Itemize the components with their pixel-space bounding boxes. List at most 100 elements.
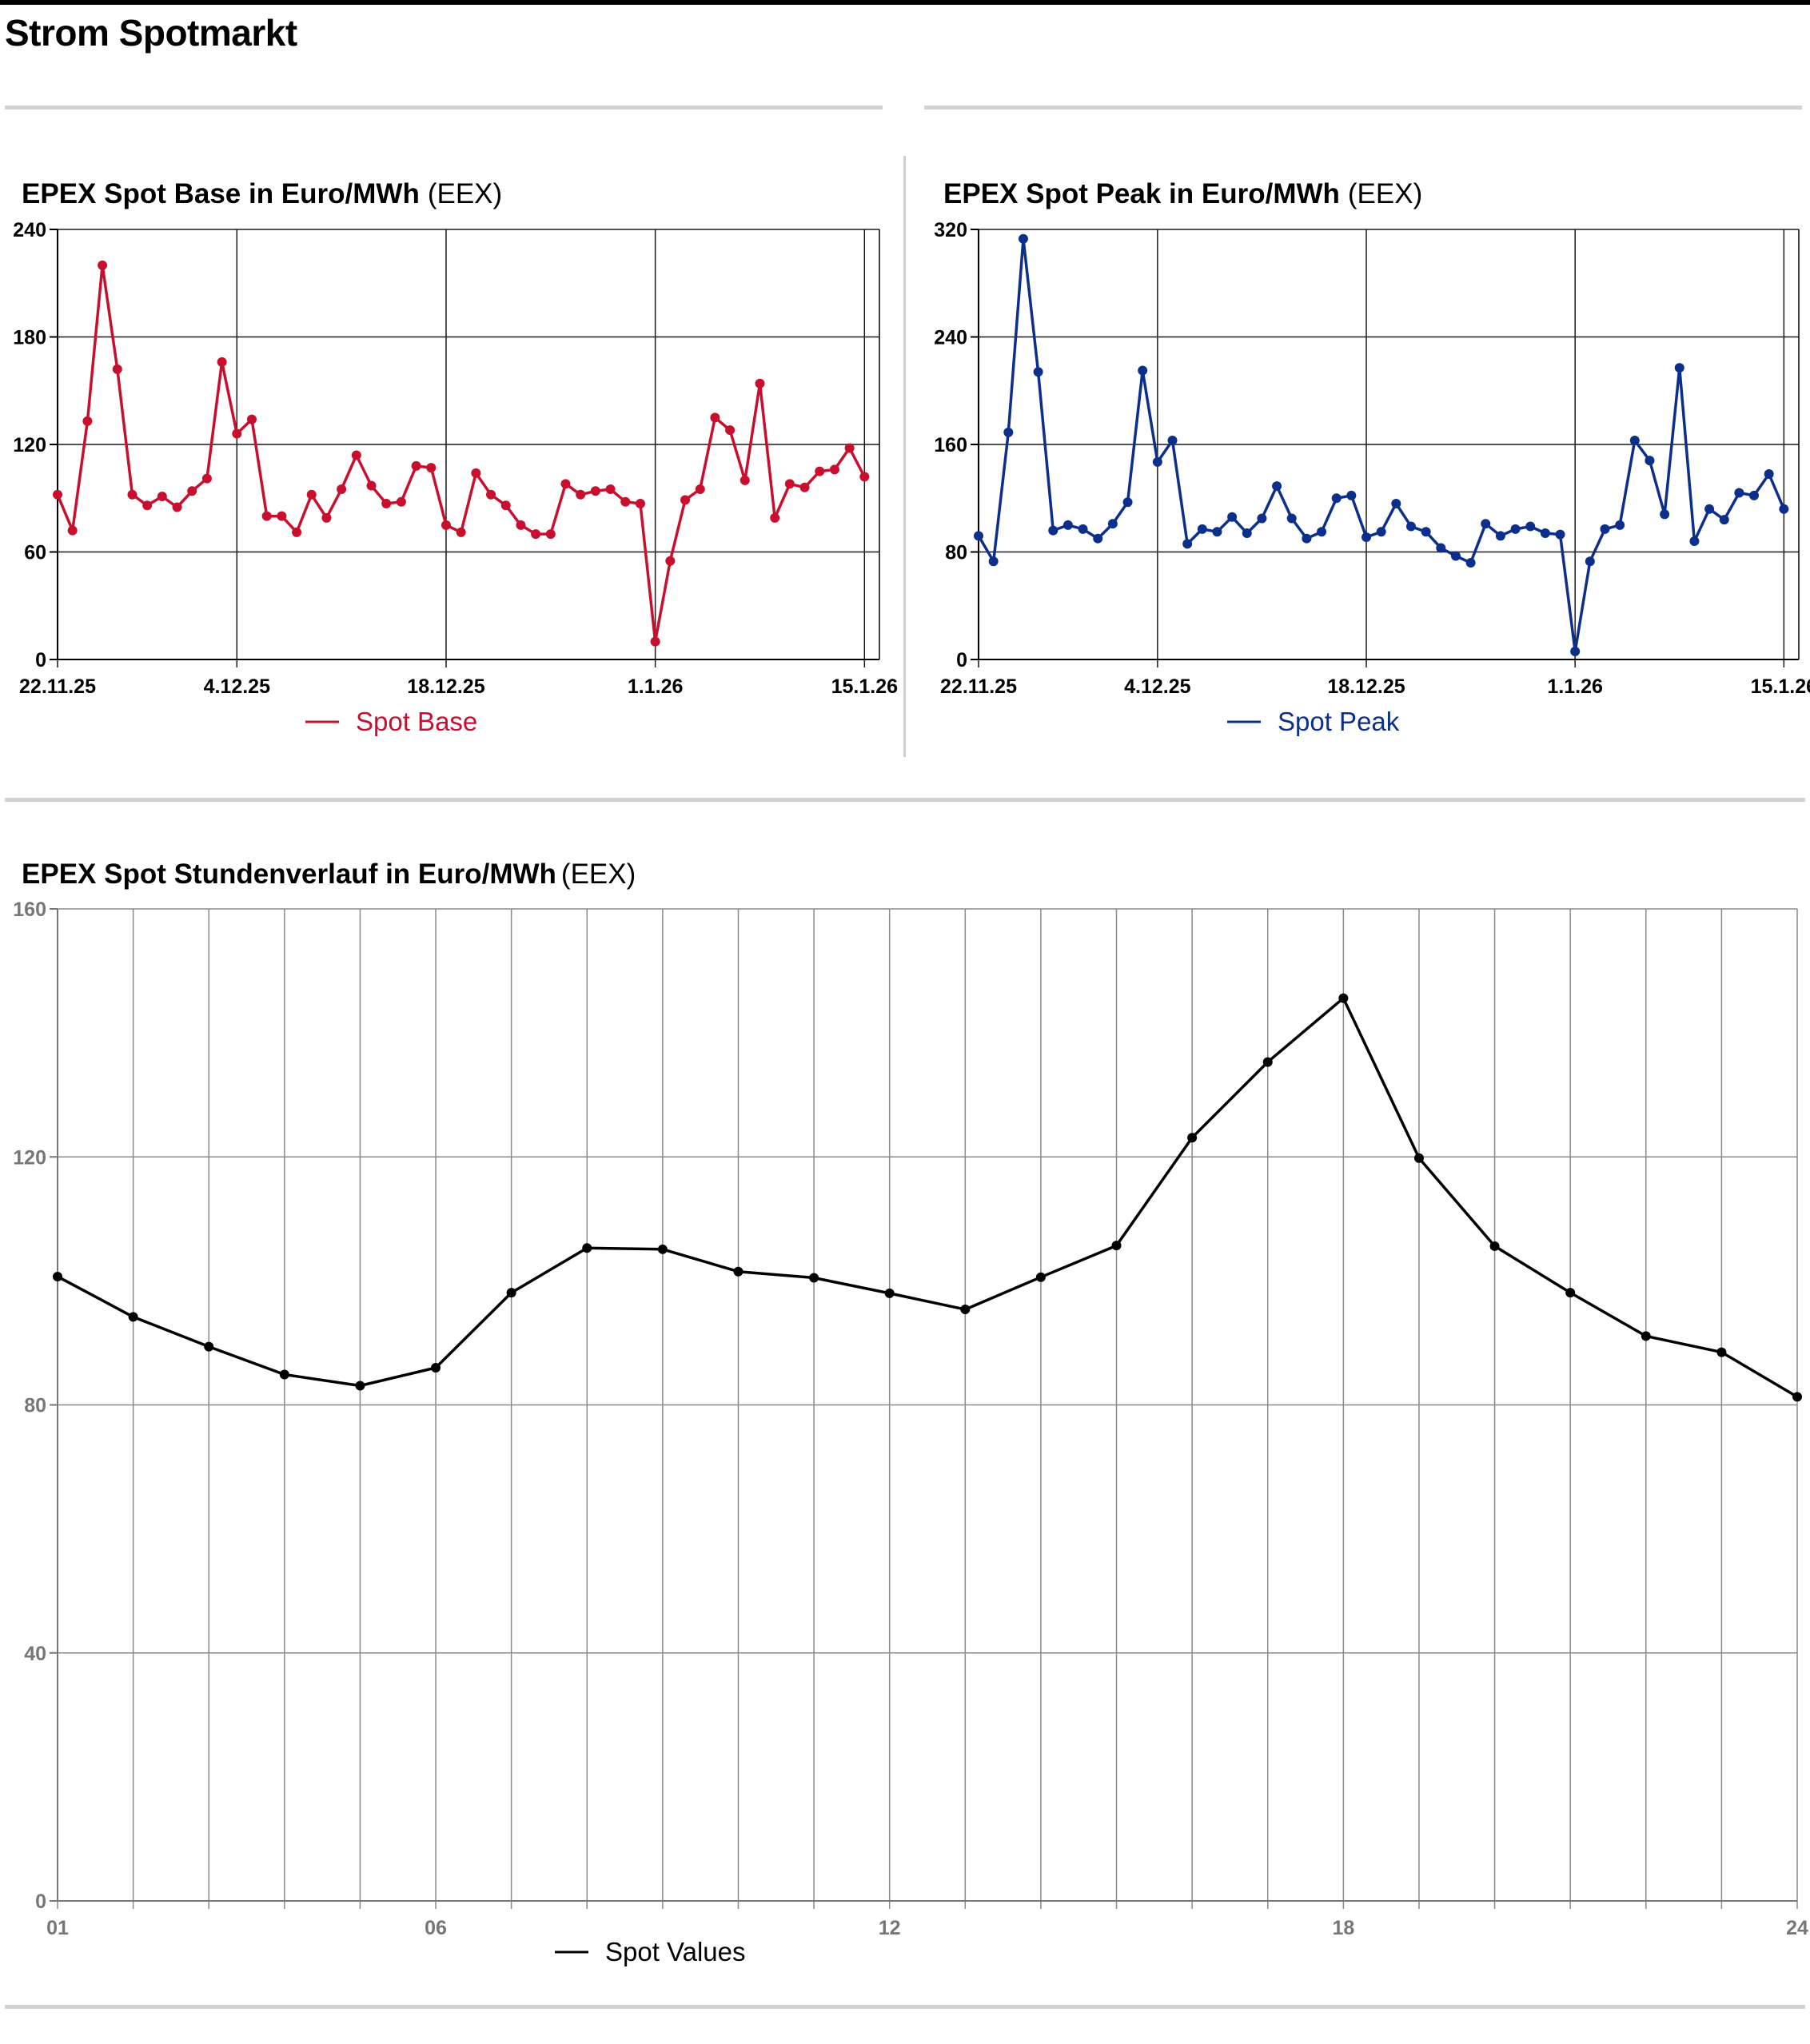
header-divider-right	[924, 106, 1802, 110]
hourly-xtick-label: 01	[46, 1917, 69, 1939]
peak-ytick-label: 0	[956, 649, 967, 671]
peak-data-point	[1093, 533, 1103, 544]
peak-data-point	[1405, 521, 1416, 532]
peak-data-point	[1540, 528, 1550, 538]
base-data-point	[560, 479, 571, 489]
base-data-point	[441, 520, 451, 530]
hourly-data-point	[733, 1266, 744, 1277]
base-data-point	[261, 511, 272, 521]
hourly-data-point	[128, 1312, 138, 1322]
base-data-point	[53, 489, 62, 500]
hourly-ytick-label: 80	[24, 1395, 46, 1417]
peak-data-point	[1212, 527, 1222, 537]
peak-chart-source: (EEX)	[1347, 178, 1423, 209]
peak-data-point	[1078, 524, 1088, 534]
hourly-data-point	[431, 1362, 441, 1373]
base-data-point	[576, 489, 586, 500]
peak-data-point	[1779, 504, 1789, 514]
base-chart-source: (EEX)	[427, 178, 503, 209]
hourly-legend-label: Spot Values	[605, 1937, 746, 1966]
base-xtick-label: 22.11.25	[19, 675, 96, 698]
peak-data-point	[1048, 525, 1058, 536]
hourly-data-point	[1187, 1133, 1198, 1143]
peak-data-point	[1629, 435, 1640, 445]
peak-data-point	[1495, 531, 1505, 541]
peak-data-point	[1764, 468, 1774, 479]
base-data-point	[516, 520, 526, 530]
hourly-data-point	[1565, 1288, 1576, 1298]
base-data-point	[605, 484, 616, 495]
hourly-data-point	[53, 1271, 62, 1281]
peak-data-point	[1346, 490, 1357, 500]
peak-xtick-label: 18.12.25	[1327, 675, 1405, 698]
base-data-point	[337, 484, 347, 495]
base-xtick-label: 18.12.25	[407, 675, 484, 698]
peak-data-point	[1107, 519, 1118, 529]
peak-data-point	[1272, 481, 1282, 492]
base-data-point	[620, 496, 631, 507]
hourly-data-point	[506, 1288, 516, 1298]
base-legend-label: Spot Base	[356, 707, 477, 736]
peak-data-point	[1122, 497, 1133, 508]
base-data-point	[500, 500, 511, 511]
base-data-point	[142, 500, 153, 511]
peak-data-point	[1719, 515, 1729, 525]
peak-data-point	[1361, 532, 1372, 543]
hourly-data-point	[582, 1243, 592, 1253]
hourly-data-point	[884, 1288, 895, 1298]
hourly-ytick-label: 160	[13, 898, 46, 921]
peak-data-point	[1615, 520, 1625, 530]
base-data-point	[740, 475, 750, 485]
peak-data-point	[1182, 539, 1193, 549]
peak-series-line	[977, 237, 1785, 653]
hourly-xtick-label: 18	[1332, 1917, 1354, 1939]
hourly-data-point	[960, 1305, 971, 1315]
base-data-point	[725, 425, 736, 436]
hourly-data-point	[809, 1273, 819, 1283]
peak-data-point	[1465, 557, 1476, 568]
peak-chart-title-text: EPEX Spot Peak in Euro/MWh	[943, 178, 1340, 209]
base-chart-title: EPEX Spot Base in Euro/MWh (EEX)	[22, 178, 502, 210]
peak-data-point	[1317, 527, 1327, 537]
hourly-data-point	[1792, 1392, 1802, 1402]
base-data-point	[246, 414, 257, 424]
base-data-point	[67, 525, 78, 536]
base-data-point	[815, 466, 825, 476]
base-data-point	[292, 527, 302, 537]
peak-data-point	[1436, 543, 1446, 553]
base-data-point	[157, 492, 167, 502]
peak-data-point	[1062, 520, 1073, 530]
peak-data-point	[1481, 519, 1491, 529]
peak-data-point	[1421, 527, 1431, 537]
base-ytick-label: 120	[13, 434, 46, 456]
peak-xtick-label: 1.1.26	[1547, 675, 1603, 698]
base-data-point	[98, 260, 108, 270]
base-data-point	[396, 496, 406, 507]
hourly-data-point	[1035, 1272, 1046, 1282]
peak-data-point	[1376, 527, 1386, 537]
hourly-series-line	[57, 996, 1798, 1398]
peak-data-point	[1749, 490, 1760, 500]
base-data-point	[680, 495, 691, 505]
peak-xtick-label: 15.1.26	[1751, 675, 1810, 698]
peak-data-point	[1600, 524, 1610, 534]
base-data-point	[411, 460, 421, 471]
charts-vertical-divider	[903, 156, 906, 757]
peak-chart-title: EPEX Spot Peak in Euro/MWh (EEX)	[943, 178, 1422, 210]
hourly-ytick-label: 0	[35, 1891, 46, 1913]
base-data-point	[695, 484, 705, 495]
base-data-point	[127, 489, 138, 500]
peak-data-point	[1525, 521, 1536, 532]
base-data-point	[82, 416, 93, 426]
peak-data-point	[1152, 456, 1162, 467]
base-data-point	[770, 512, 780, 523]
base-data-point	[486, 489, 496, 500]
peak-data-point	[1302, 533, 1312, 544]
base-data-point	[545, 529, 556, 540]
base-data-point	[635, 498, 645, 508]
section-divider	[5, 798, 1805, 802]
base-data-point	[829, 464, 839, 475]
base-data-point	[859, 472, 870, 482]
base-data-point	[784, 479, 795, 489]
